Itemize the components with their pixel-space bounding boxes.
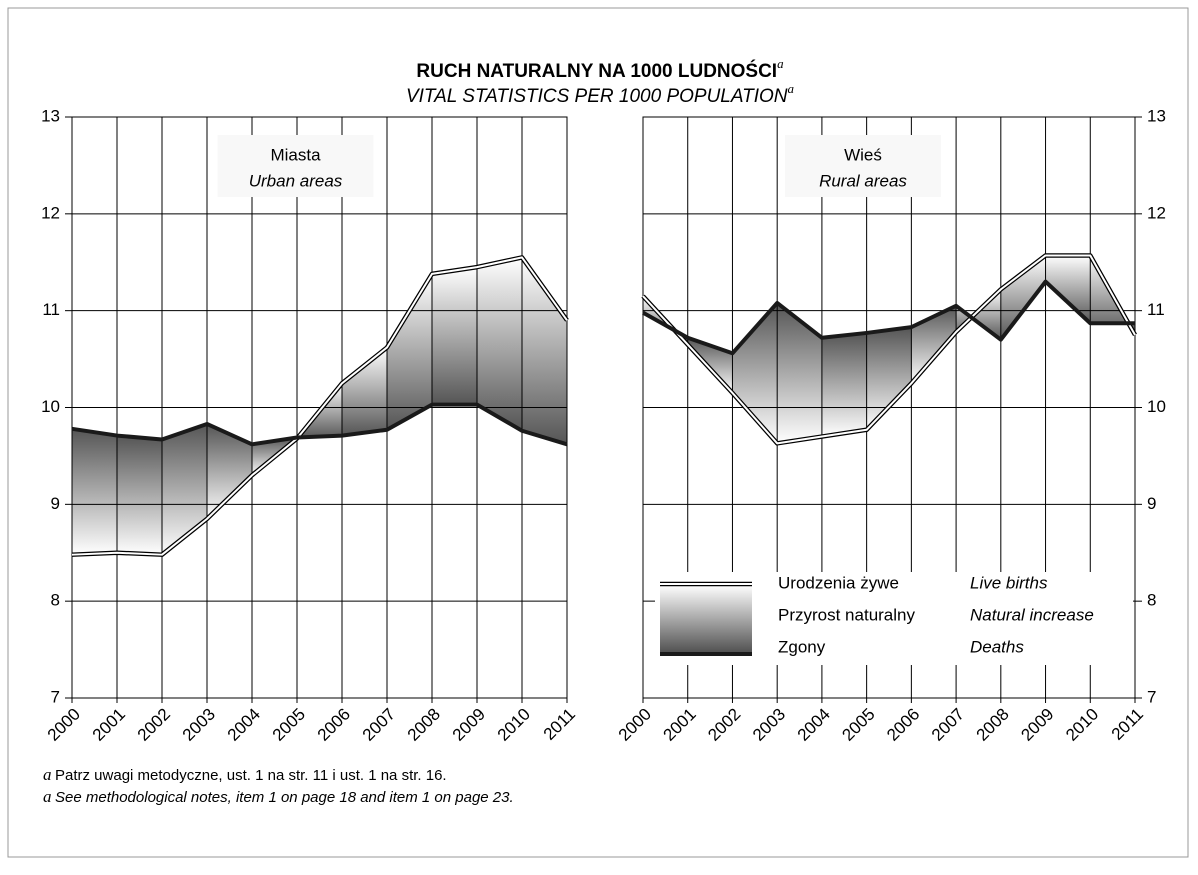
y-tick-label: 7 <box>51 687 60 706</box>
fill-band <box>522 257 567 445</box>
panel-label: Wieś <box>844 145 882 164</box>
fill-band <box>866 327 912 430</box>
y-tick-label: 13 <box>41 106 60 125</box>
x-tick-label: 2007 <box>359 705 399 745</box>
y-tick-label: 12 <box>1147 203 1166 222</box>
y-tick-label: 8 <box>51 591 60 610</box>
legend-label: Urodzenia żywe <box>778 573 899 592</box>
y-tick-label: 11 <box>1147 300 1165 319</box>
fill-band <box>432 267 477 405</box>
x-tick-label: 2007 <box>928 705 968 745</box>
y-tick-label: 11 <box>42 300 60 319</box>
x-tick-label: 2011 <box>1108 705 1147 744</box>
x-tick-label: 2002 <box>704 705 744 745</box>
panel-label-en: Rural areas <box>819 171 907 190</box>
x-tick-label: 2008 <box>404 705 444 745</box>
panel-label-box <box>217 135 374 197</box>
subtitle: VITAL STATISTICS PER 1000 POPULATIONa <box>406 81 795 107</box>
x-tick-label: 2002 <box>134 705 174 745</box>
x-tick-label: 2005 <box>838 705 878 745</box>
x-tick-label: 2000 <box>615 705 655 745</box>
plot-border <box>642 116 1136 699</box>
x-tick-label: 2004 <box>794 705 834 745</box>
x-tick-label: 2003 <box>179 705 219 745</box>
legend-swatch-fill <box>660 585 752 653</box>
x-tick-label: 2009 <box>449 705 489 745</box>
title: RUCH NATURALNY NA 1000 LUDNOŚCIa <box>416 56 784 82</box>
x-tick-label: 2001 <box>660 705 700 745</box>
fill-band <box>732 302 778 444</box>
legend-label-en: Natural increase <box>970 605 1094 624</box>
y-tick-label: 10 <box>1147 397 1166 416</box>
legend-label: Przyrost naturalny <box>778 605 915 624</box>
x-tick-label: 2010 <box>1062 705 1102 745</box>
plot-border <box>71 116 568 699</box>
legend-label-en: Deaths <box>970 637 1024 656</box>
fill-band <box>477 257 522 431</box>
fill-band <box>387 273 432 430</box>
fill-band <box>777 302 822 444</box>
deaths-line <box>71 402 568 447</box>
y-tick-label: 8 <box>1147 591 1156 610</box>
y-tick-label: 9 <box>51 494 60 513</box>
y-tick-label: 10 <box>41 397 60 416</box>
legend-label: Zgony <box>778 637 826 656</box>
panel-label: Miasta <box>270 145 321 164</box>
panel-label-en: Urban areas <box>249 171 343 190</box>
y-tick-label: 9 <box>1147 494 1156 513</box>
x-tick-label: 2010 <box>494 705 534 745</box>
fill-band <box>117 435 162 555</box>
fill-band <box>162 423 207 555</box>
footnote: Patrz uwagi metodyczne, ust. 1 na str. 1… <box>55 767 447 784</box>
x-tick-label: 2008 <box>973 705 1013 745</box>
fill-band <box>821 332 867 437</box>
x-tick-label: 2000 <box>44 705 84 745</box>
footnote: See methodological notes, item 1 on page… <box>55 789 514 806</box>
x-tick-label: 2011 <box>540 705 579 744</box>
fill-band <box>1045 255 1091 324</box>
y-tick-label: 7 <box>1147 687 1156 706</box>
footnote-marker: a <box>43 787 52 806</box>
legend-label-en: Live births <box>970 573 1048 592</box>
fill-band <box>1000 255 1046 340</box>
x-tick-label: 2005 <box>269 705 309 745</box>
x-tick-label: 2001 <box>89 705 129 745</box>
x-tick-label: 2009 <box>1017 705 1057 745</box>
y-tick-label: 12 <box>41 203 60 222</box>
fill-band <box>207 423 252 519</box>
footnote-marker: a <box>43 765 52 784</box>
panel-label-box <box>785 135 941 197</box>
births-line <box>71 256 568 556</box>
fill-band <box>72 428 117 555</box>
x-tick-label: 2006 <box>314 705 354 745</box>
x-tick-label: 2003 <box>749 705 789 745</box>
x-tick-label: 2004 <box>224 705 264 745</box>
y-tick-label: 13 <box>1147 106 1166 125</box>
frame <box>7 7 1189 858</box>
x-tick-label: 2006 <box>883 705 923 745</box>
fill-band <box>911 305 957 384</box>
deaths-line <box>642 279 1135 356</box>
births-line <box>642 254 1136 445</box>
fill-band <box>342 347 387 436</box>
